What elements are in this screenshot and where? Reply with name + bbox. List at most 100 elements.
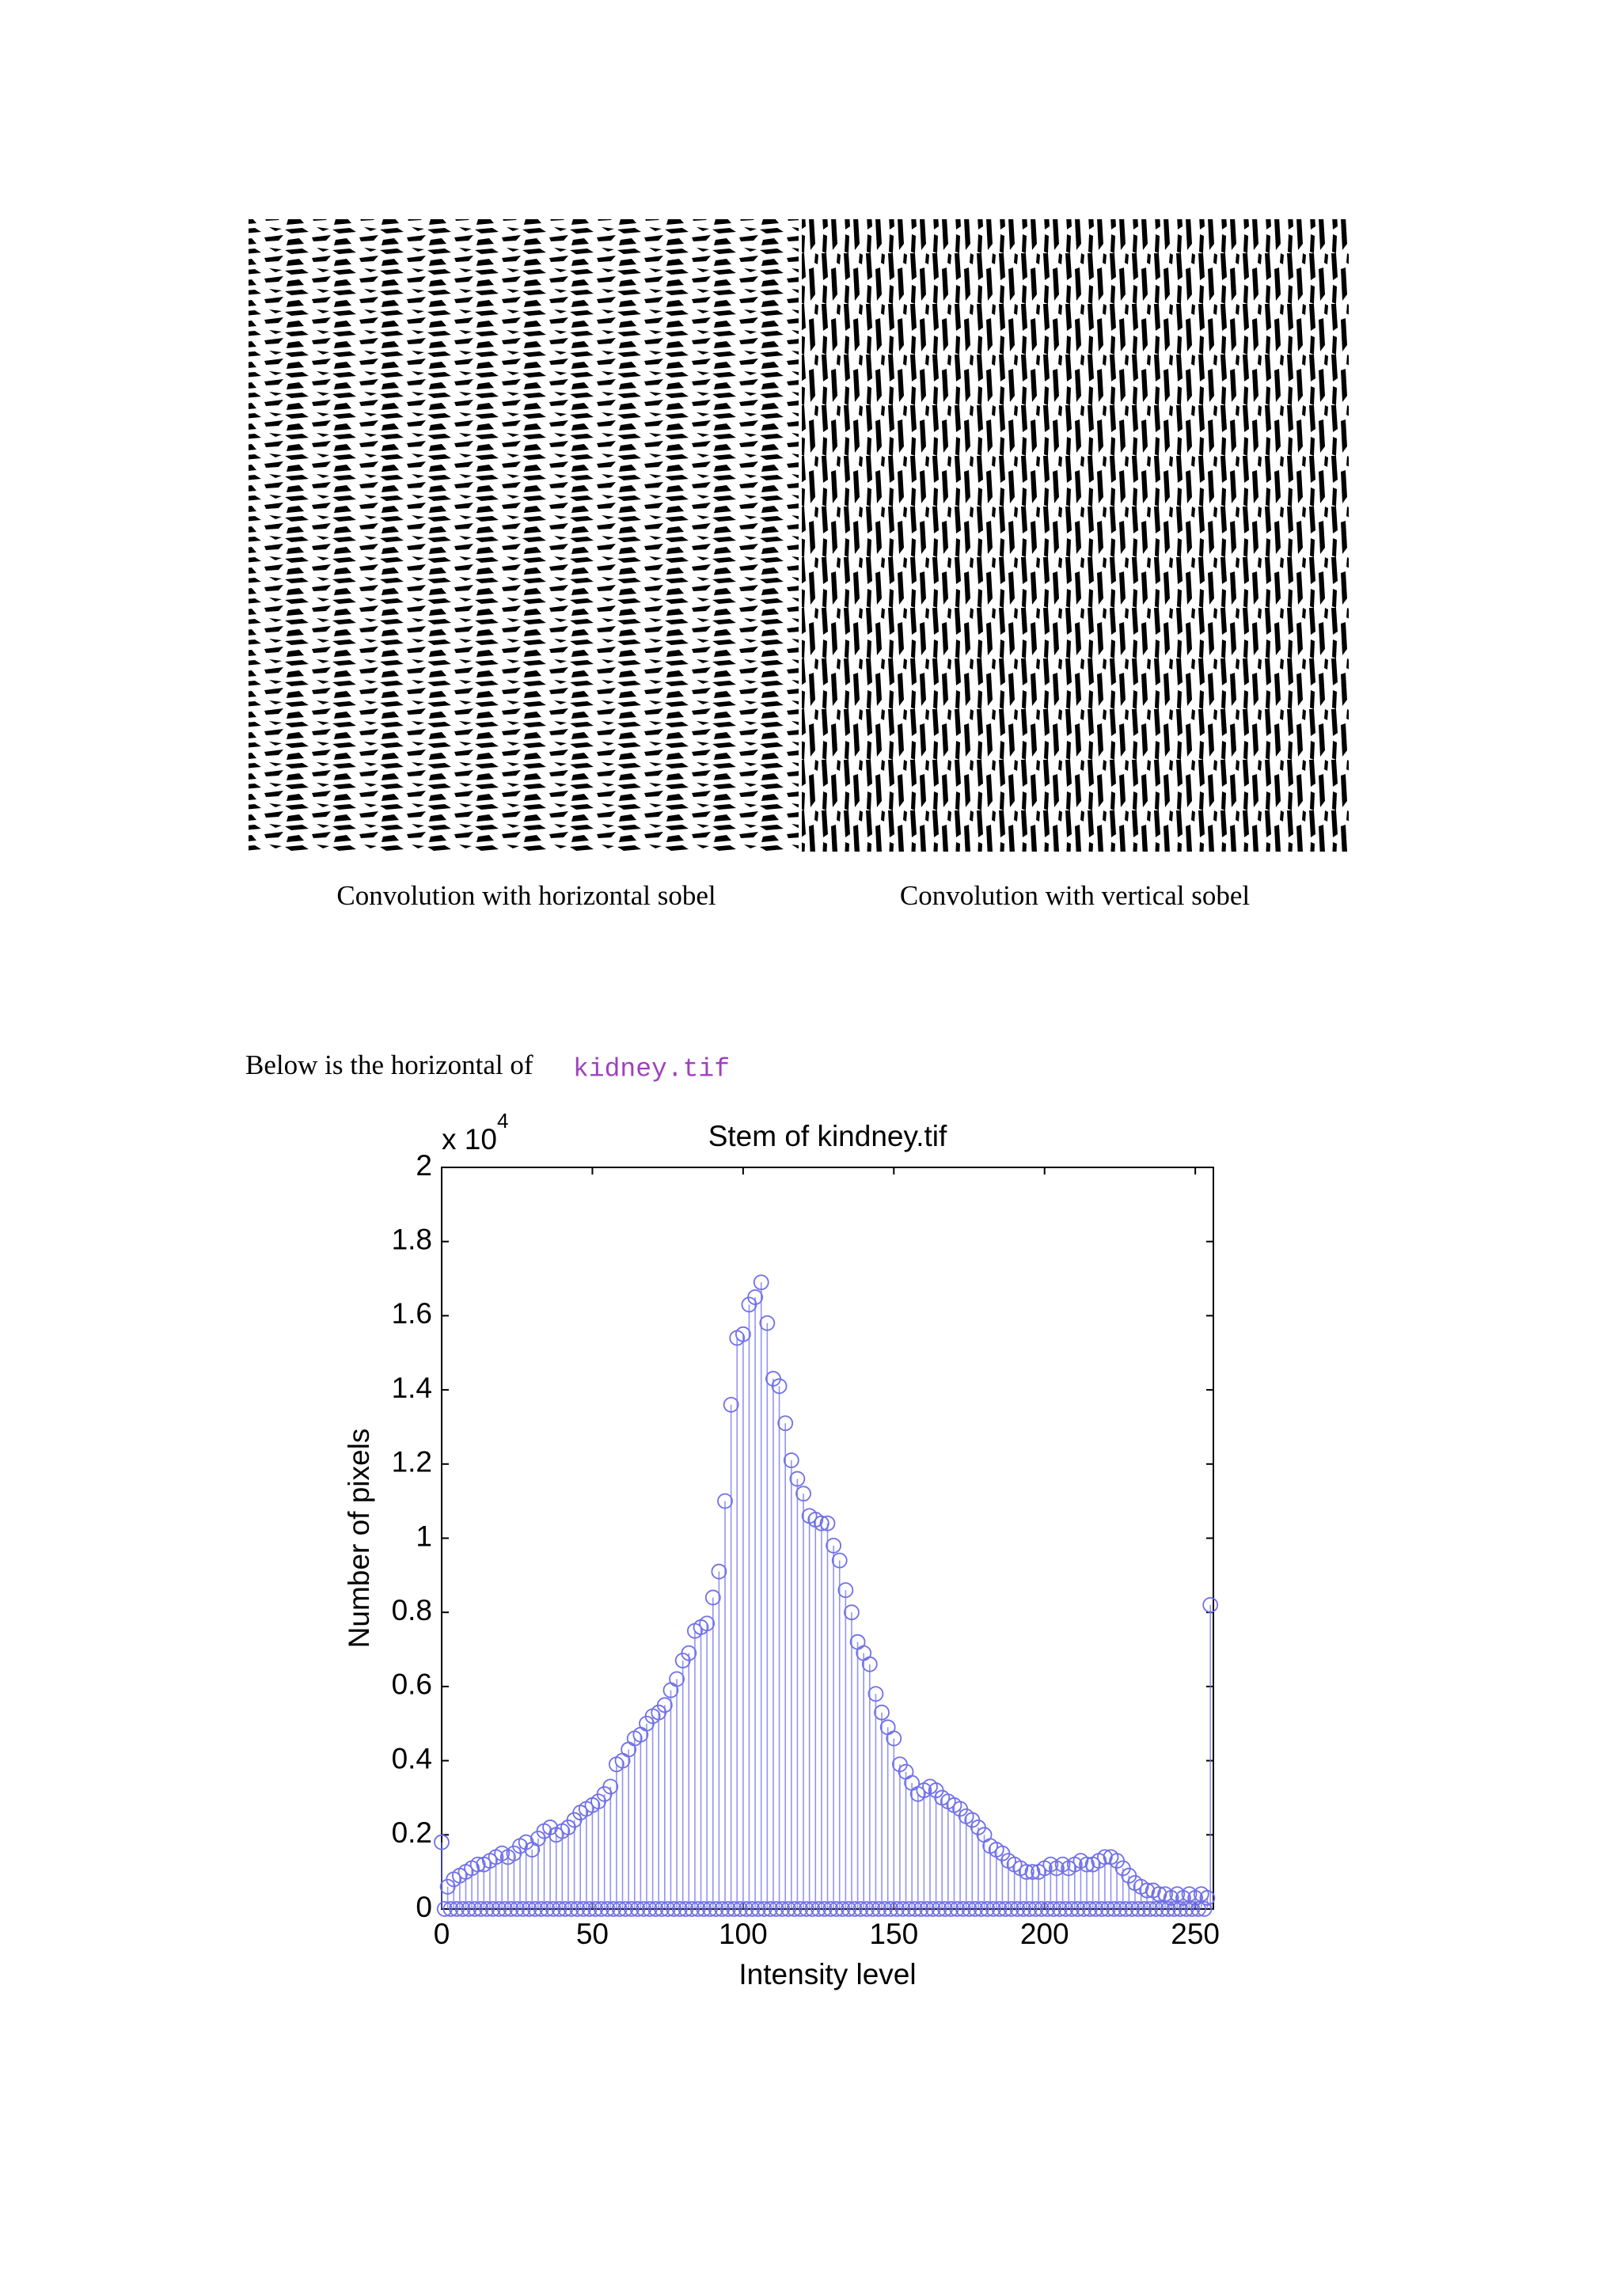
stem-marker <box>859 1901 875 1917</box>
stem-marker <box>889 1901 905 1917</box>
stem-marker <box>738 1901 754 1917</box>
stem-marker <box>1051 1901 1068 1917</box>
stem-marker <box>717 1493 733 1509</box>
stem-marker <box>777 1415 794 1432</box>
stem-marker <box>469 1856 486 1873</box>
stem-marker <box>711 1563 727 1580</box>
stem-marker <box>1088 1901 1104 1917</box>
x-tick-label: 150 <box>869 1918 918 1950</box>
stem-marker <box>611 1901 628 1917</box>
stem-marker <box>1021 1901 1038 1917</box>
stem-marker <box>1160 1901 1176 1917</box>
stem-marker <box>961 1901 978 1917</box>
stem-marker <box>826 1537 842 1554</box>
stem-marker <box>442 1901 459 1917</box>
stem-marker <box>819 1515 836 1531</box>
stem-marker <box>599 1901 616 1917</box>
stem-marker <box>509 1901 526 1917</box>
stem-marker <box>684 1901 700 1917</box>
stem-marker <box>762 1901 779 1917</box>
stem-marker <box>647 1901 664 1917</box>
stem-marker <box>656 1697 673 1713</box>
stem-marker <box>629 1901 646 1917</box>
stem-marker <box>1057 1901 1074 1917</box>
stem-marker <box>907 1901 923 1917</box>
image-caption: Convolution with vertical sobel <box>900 880 1251 911</box>
stem-marker <box>1003 1901 1019 1917</box>
x-tick-label: 100 <box>719 1918 768 1950</box>
stem-marker <box>753 1274 769 1291</box>
x-axis-label: Intensity level <box>738 1958 916 1990</box>
stem-marker <box>913 1901 929 1917</box>
stem-marker <box>822 1901 839 1917</box>
stem-marker <box>545 1901 561 1917</box>
stem-marker <box>789 1471 806 1487</box>
stem-marker <box>1039 1901 1056 1917</box>
stem-marker <box>1190 1901 1206 1917</box>
x-tick-label: 200 <box>1020 1918 1069 1950</box>
stem-marker <box>503 1901 519 1917</box>
stem-marker <box>449 1901 465 1917</box>
stem-marker <box>861 1656 878 1672</box>
stem-marker <box>1166 1901 1183 1917</box>
stem-marker <box>1069 1901 1086 1917</box>
stem-marker <box>689 1901 706 1917</box>
stem-marker <box>852 1901 869 1917</box>
stem-marker <box>874 1704 890 1721</box>
stem-marker <box>1142 1901 1158 1917</box>
stem-marker <box>919 1901 936 1917</box>
stem-marker <box>593 1901 609 1917</box>
stem-marker <box>1178 1901 1194 1917</box>
stem-marker <box>864 1901 881 1917</box>
y-tick-label: 1.4 <box>392 1372 432 1404</box>
stem-marker <box>783 1452 799 1469</box>
stem-marker <box>813 1515 829 1531</box>
stem-marker <box>1009 1901 1026 1917</box>
stem-marker <box>557 1901 574 1917</box>
stem-marker <box>466 1901 483 1917</box>
stem-marker <box>1099 1901 1116 1917</box>
stem-marker <box>979 1901 996 1917</box>
stem-marker <box>527 1901 543 1917</box>
stem-marker <box>1034 1901 1050 1917</box>
stem-marker <box>834 1901 851 1917</box>
stem-marker <box>624 1901 640 1917</box>
chart: Stem of kindney.tif Intensity level Number… <box>343 1109 1220 1990</box>
stem-marker <box>681 1645 697 1661</box>
stem-marker <box>1018 1864 1034 1880</box>
stem-marker <box>786 1901 803 1917</box>
stem-marker <box>955 1901 971 1917</box>
y-tick-label: 1 <box>416 1520 432 1552</box>
stem-marker <box>454 1901 471 1917</box>
stem-marker <box>1196 1901 1213 1917</box>
stem-marker <box>841 1901 857 1917</box>
stem-marker <box>669 1671 685 1687</box>
stem-marker <box>846 1901 863 1917</box>
stem-marker <box>876 1901 893 1917</box>
stem-marker <box>997 1901 1014 1917</box>
stem-marker <box>563 1901 579 1917</box>
stem-marker <box>1076 1901 1092 1917</box>
stem-marker <box>810 1901 826 1917</box>
x-tick-label: 50 <box>576 1918 609 1950</box>
stem-marker <box>696 1901 712 1917</box>
stem-marker <box>1079 1856 1095 1873</box>
stem-marker <box>671 1901 688 1917</box>
stem-marker <box>1015 1901 1031 1917</box>
y-tick-label: 0.6 <box>392 1668 432 1701</box>
stem-marker <box>581 1901 598 1917</box>
stem-marker <box>1124 1901 1141 1917</box>
stem-marker <box>937 1901 953 1917</box>
stem-marker <box>771 1378 788 1395</box>
stem-marker <box>1148 1901 1164 1917</box>
stem-marker <box>844 1604 860 1621</box>
stem-marker <box>654 1901 670 1917</box>
stem-marker <box>461 1901 477 1917</box>
y-multiplier-exponent: 4 <box>497 1109 508 1133</box>
code-text: kidney.tif <box>573 1055 730 1084</box>
stem-marker <box>1046 1901 1062 1917</box>
stem-marker <box>617 1901 634 1917</box>
stem-marker <box>883 1901 899 1917</box>
stem-marker <box>702 1901 718 1917</box>
stem-marker <box>768 1901 784 1917</box>
